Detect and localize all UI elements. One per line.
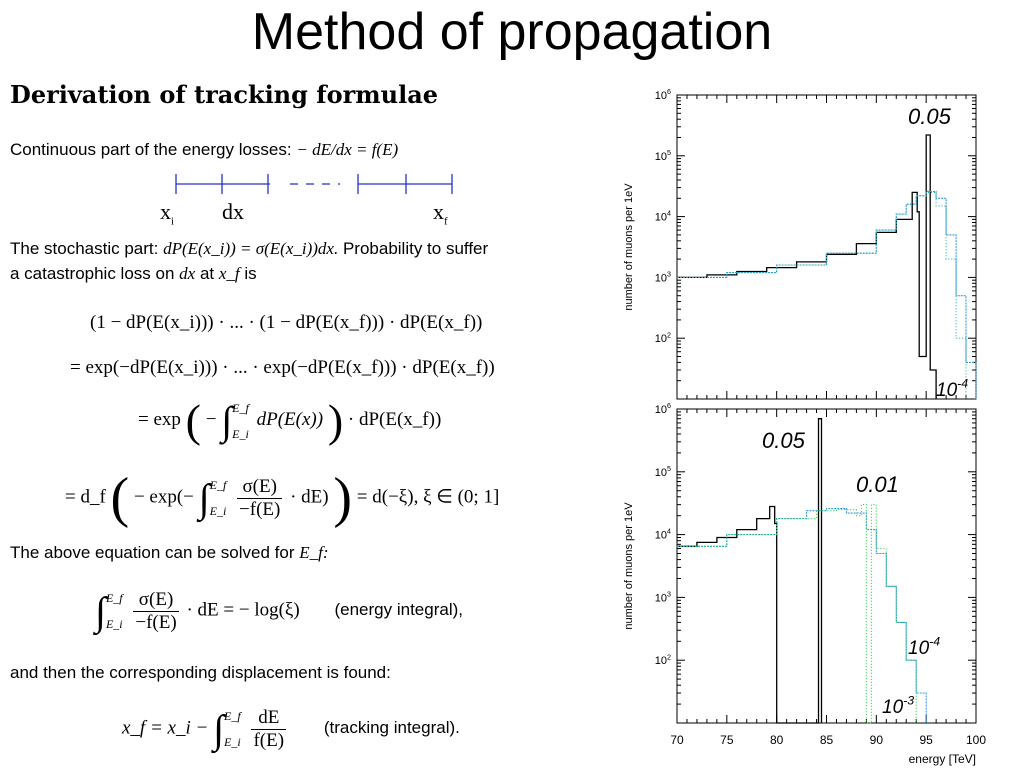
series-line-top-2 (677, 191, 967, 399)
y-tick-label: 102 (655, 331, 671, 345)
stochastic-line-2: a catastrophic loss on dx at x_f is (10, 264, 257, 283)
continuous-formula: − dE/dx = f(E) (296, 140, 399, 159)
slide-title: Method of propagation (251, 3, 773, 61)
y-tick-label: 104 (655, 210, 671, 224)
x-axis-label: energy [TeV] (909, 752, 976, 766)
continuous-label: Continuous part of the energy losses: (10, 140, 292, 159)
y-tick-label: 105 (655, 465, 671, 479)
y-tick-label: 106 (655, 88, 671, 102)
x-tick-label: 85 (820, 733, 834, 747)
equation-3: = exp ( − ∫ E_f E_i dP(E(x)) ) · dP(E(x_f)… (138, 395, 442, 446)
equation-2: = exp(−dP(E(x_i))) · ... · exp(−dP(E(x_f… (70, 357, 495, 378)
ruler-label-xi: xi (160, 199, 175, 228)
energy-integral-equation: ∫ E_f E_i σ(E) −f(E) · dE = − log(ξ) (energ… (95, 588, 463, 634)
x-tick-label: 100 (966, 733, 986, 747)
y-tick-label: 103 (655, 590, 671, 604)
continuous-line: Continuous part of the energy losses: − … (10, 140, 398, 160)
chart-annotation: 0.01 (856, 472, 899, 497)
y-tick-label: 102 (655, 653, 671, 667)
x-tick-label: 70 (670, 733, 684, 747)
energy-distribution-charts: 102 103 104 105 106 number of muons per 1eV 0.… (623, 88, 986, 766)
y-tick-label: 104 (655, 528, 671, 542)
tracking-integral-label: (tracking integral). (323, 718, 460, 738)
tracking-integral-equation: x_f = x_i − ∫ E_f E_i dE f(E) (tracking int… (122, 706, 460, 752)
equation-4: = d_f ( − exp(− ∫ E_f E_i σ(E) −f(E) · dE) … (65, 467, 500, 529)
ruler-label-dx: dx (222, 199, 244, 224)
series-line-bottom-1 (677, 507, 927, 723)
series-line-bottom-2 (677, 504, 917, 724)
chart-annotation: 10-4 (908, 634, 940, 659)
section-heading: Derivation of tracking formulae (10, 80, 439, 109)
y-tick-label: 103 (655, 270, 671, 284)
y-axis-label: number of muons per 1eV (623, 502, 635, 630)
dx-ruler-diagram (175, 174, 453, 194)
x-tick-label: 90 (870, 733, 884, 747)
plot-frame-bottom (676, 408, 977, 724)
stochastic-formula: dP(E(x_i)) = σ(E(x_i))dx. (163, 239, 339, 258)
displacement-line: and then the corresponding displacement … (10, 663, 391, 682)
energy-integral-label: (energy integral), (334, 600, 463, 620)
chart-annotation: 10-4 (936, 376, 968, 401)
solved-line: The above equation can be solved for E_f… (10, 543, 329, 562)
chart-annotation: 10-3 (882, 693, 914, 718)
y-tick-label: 106 (655, 402, 671, 416)
chart-annotation: 0.05 (762, 428, 806, 453)
plot-frame-top (676, 94, 977, 400)
y-tick-label: 105 (655, 149, 671, 163)
ruler-label-xf: xf (433, 199, 448, 228)
series-line-bottom-0 (677, 418, 823, 724)
y-axis-label: number of muons per 1eV (623, 183, 635, 311)
stochastic-line-1: The stochastic part: dP(E(x_i)) = σ(E(x_… (10, 239, 489, 258)
equation-1: (1 − dP(E(x_i))) · ... · (1 − dP(E(x_f))… (90, 312, 483, 333)
x-tick-label: 80 (770, 733, 784, 747)
chart-annotation: 0.05 (908, 104, 952, 129)
x-tick-label: 95 (919, 733, 933, 747)
series-line-top-0 (677, 134, 937, 399)
x-tick-label: 75 (720, 733, 734, 747)
